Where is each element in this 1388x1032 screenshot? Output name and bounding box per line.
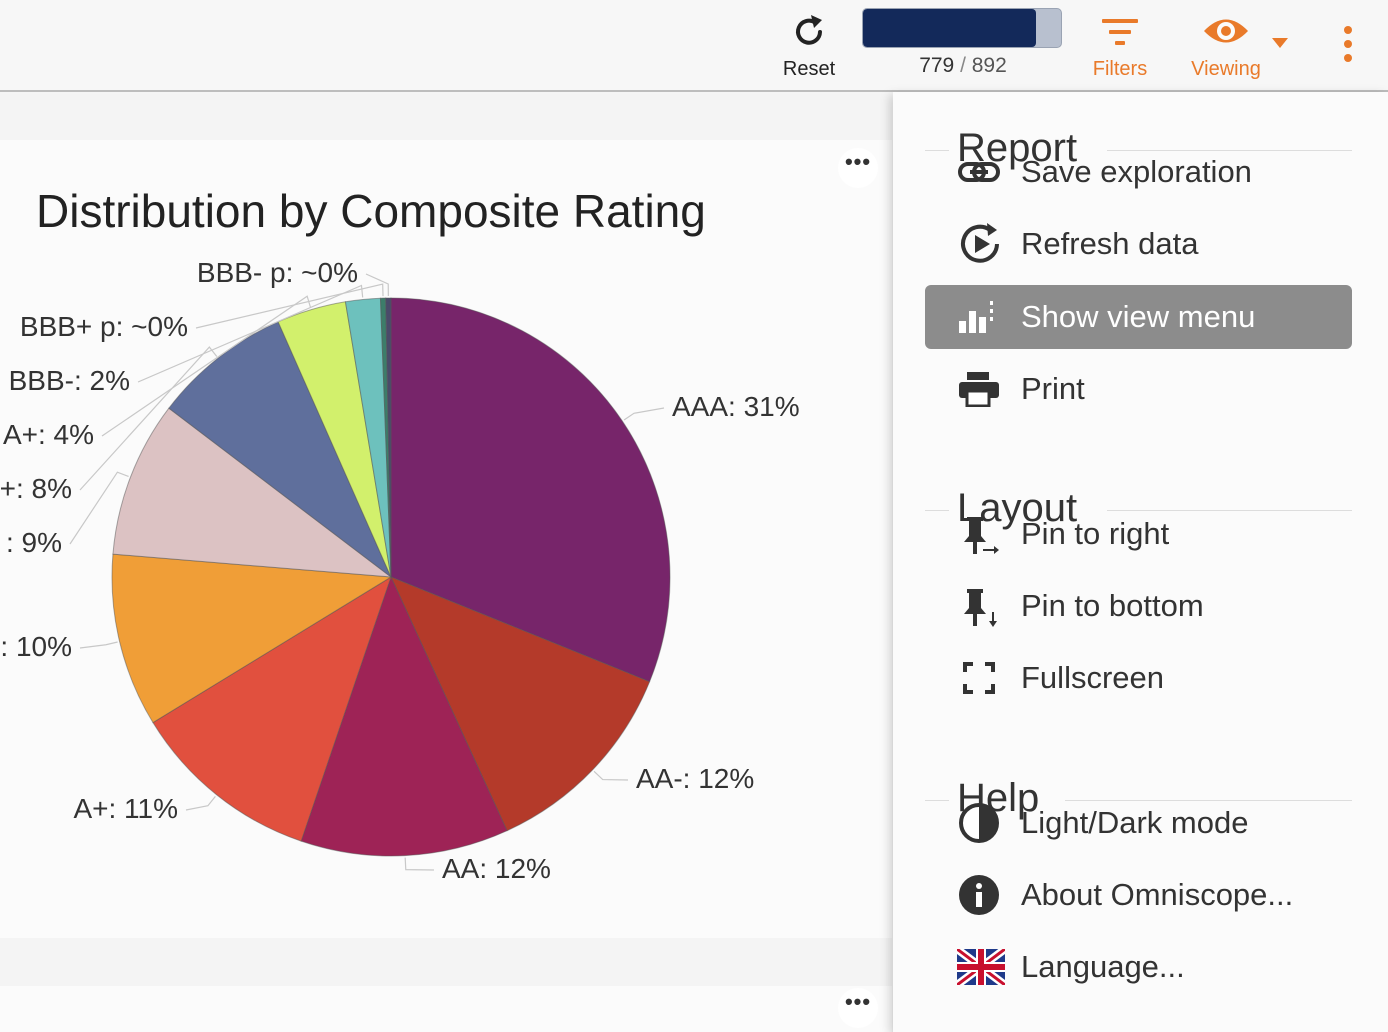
label-leader-line bbox=[365, 273, 389, 297]
label-leader-line bbox=[79, 346, 218, 491]
pie-slice[interactable] bbox=[112, 407, 393, 578]
pie-slice[interactable] bbox=[111, 553, 393, 724]
toolbar: Reset 779 / 892 Filters Viewing bbox=[0, 0, 1388, 92]
uk-flag-icon bbox=[954, 945, 1008, 989]
options-menu: Report Save exploration Refresh data Show v… bbox=[893, 92, 1388, 1032]
slice-label: A+: 4% bbox=[3, 419, 94, 450]
menu-item-save-exploration[interactable]: Save exploration bbox=[925, 140, 1352, 204]
pin-bottom-icon bbox=[957, 588, 1001, 627]
menu-item-label: Refresh data bbox=[1021, 226, 1199, 261]
menu-item-label: Pin to bottom bbox=[1021, 588, 1204, 623]
menu-item-label: Print bbox=[1021, 371, 1085, 406]
menu-item-label: Fullscreen bbox=[1021, 660, 1164, 695]
menu-item-label: Pin to right bbox=[1021, 516, 1170, 551]
pie-chart-view: AAA: 31% AA-: 12% AA: 12% A+: 11% : 10% : 9% +… bbox=[0, 140, 892, 938]
pie-slice[interactable] bbox=[385, 297, 392, 578]
slice-label: AA: 12% bbox=[442, 853, 551, 884]
pie-slice[interactable] bbox=[300, 575, 508, 857]
link-icon bbox=[957, 154, 1001, 190]
menu-item-label: Language... bbox=[1021, 949, 1185, 984]
menu-item-label: Show view menu bbox=[1021, 299, 1256, 334]
view-options-button-2[interactable]: ••• bbox=[838, 988, 878, 1028]
filters-label: Filters bbox=[1092, 58, 1148, 80]
chart-title: Distribution by Composite Rating bbox=[36, 185, 706, 237]
reset-label: Reset bbox=[782, 58, 836, 80]
view-options-button[interactable]: ••• bbox=[838, 148, 878, 188]
menu-item-language[interactable]: Language... bbox=[925, 935, 1352, 999]
label-leader-line bbox=[404, 857, 435, 871]
refresh-play-icon bbox=[957, 223, 1001, 263]
printer-icon bbox=[957, 371, 1001, 408]
pie-slice[interactable] bbox=[152, 575, 392, 842]
menu-item-label: About Omniscope... bbox=[1021, 877, 1294, 912]
slice-label: : 9% bbox=[6, 527, 62, 558]
menu-item-print[interactable]: Print bbox=[925, 357, 1352, 421]
label-leader-line bbox=[185, 796, 216, 811]
record-count: 779 bbox=[919, 54, 955, 77]
slice-label: BBB- p: ~0% bbox=[197, 257, 358, 288]
eye-icon bbox=[1204, 19, 1248, 43]
slice-label: +: 8% bbox=[0, 473, 72, 504]
filter-icon bbox=[1102, 19, 1138, 45]
bar-chart-icon bbox=[957, 299, 1001, 335]
menu-item-light-dark-mode[interactable]: Light/Dark mode bbox=[925, 791, 1352, 855]
record-progress-fill bbox=[863, 9, 1036, 47]
slice-label: A+: 11% bbox=[73, 793, 178, 824]
menu-item-label: Save exploration bbox=[1021, 154, 1252, 189]
label-leader-line bbox=[69, 471, 129, 545]
menu-item-label: Light/Dark mode bbox=[1021, 805, 1249, 840]
slice-label: BBB+ p: ~0% bbox=[20, 311, 188, 342]
menu-item-show-view-menu[interactable]: Show view menu bbox=[925, 285, 1352, 349]
record-progress-bar bbox=[862, 8, 1062, 48]
slice-label: BBB-: 2% bbox=[9, 365, 130, 396]
menu-item-fullscreen[interactable]: Fullscreen bbox=[925, 646, 1352, 710]
label-leader-line bbox=[101, 295, 312, 437]
more-menu-button[interactable] bbox=[1334, 24, 1362, 64]
menu-item-refresh-data[interactable]: Refresh data bbox=[925, 212, 1352, 276]
menu-item-pin-to-bottom[interactable]: Pin to bottom bbox=[925, 574, 1352, 638]
fullscreen-icon bbox=[957, 660, 1001, 696]
slice-label: : 10% bbox=[0, 631, 72, 662]
label-leader-line bbox=[137, 284, 364, 383]
menu-item-about-omniscope[interactable]: About Omniscope... bbox=[925, 863, 1352, 927]
viewing-label: Viewing bbox=[1191, 58, 1261, 80]
pie-slice[interactable] bbox=[390, 297, 671, 683]
label-leader-line bbox=[623, 407, 665, 421]
pie-chart[interactable]: AAA: 31% AA-: 12% AA: 12% A+: 11% : 10% : 9% +… bbox=[0, 140, 892, 938]
label-leader-line bbox=[195, 283, 384, 329]
slice-label: AAA: 31% bbox=[672, 391, 800, 422]
second-view: ••• bbox=[0, 986, 892, 1032]
record-total: 892 bbox=[971, 54, 1007, 77]
viewing-dropdown-icon[interactable] bbox=[1270, 36, 1290, 50]
contrast-icon bbox=[957, 803, 1001, 843]
label-leader-line bbox=[593, 770, 629, 781]
pie-slice[interactable] bbox=[390, 576, 651, 832]
record-count-text: 779 / 892 bbox=[919, 54, 1007, 77]
pin-right-icon bbox=[957, 516, 1001, 554]
info-icon bbox=[957, 875, 1001, 915]
record-count-indicator[interactable]: 779 / 892 bbox=[862, 8, 1064, 77]
kebab-icon bbox=[1344, 26, 1352, 62]
reset-icon bbox=[796, 15, 822, 45]
slice-label: AA-: 12% bbox=[636, 763, 754, 794]
label-leader-line bbox=[79, 641, 118, 649]
menu-item-pin-to-right[interactable]: Pin to right bbox=[925, 502, 1352, 566]
